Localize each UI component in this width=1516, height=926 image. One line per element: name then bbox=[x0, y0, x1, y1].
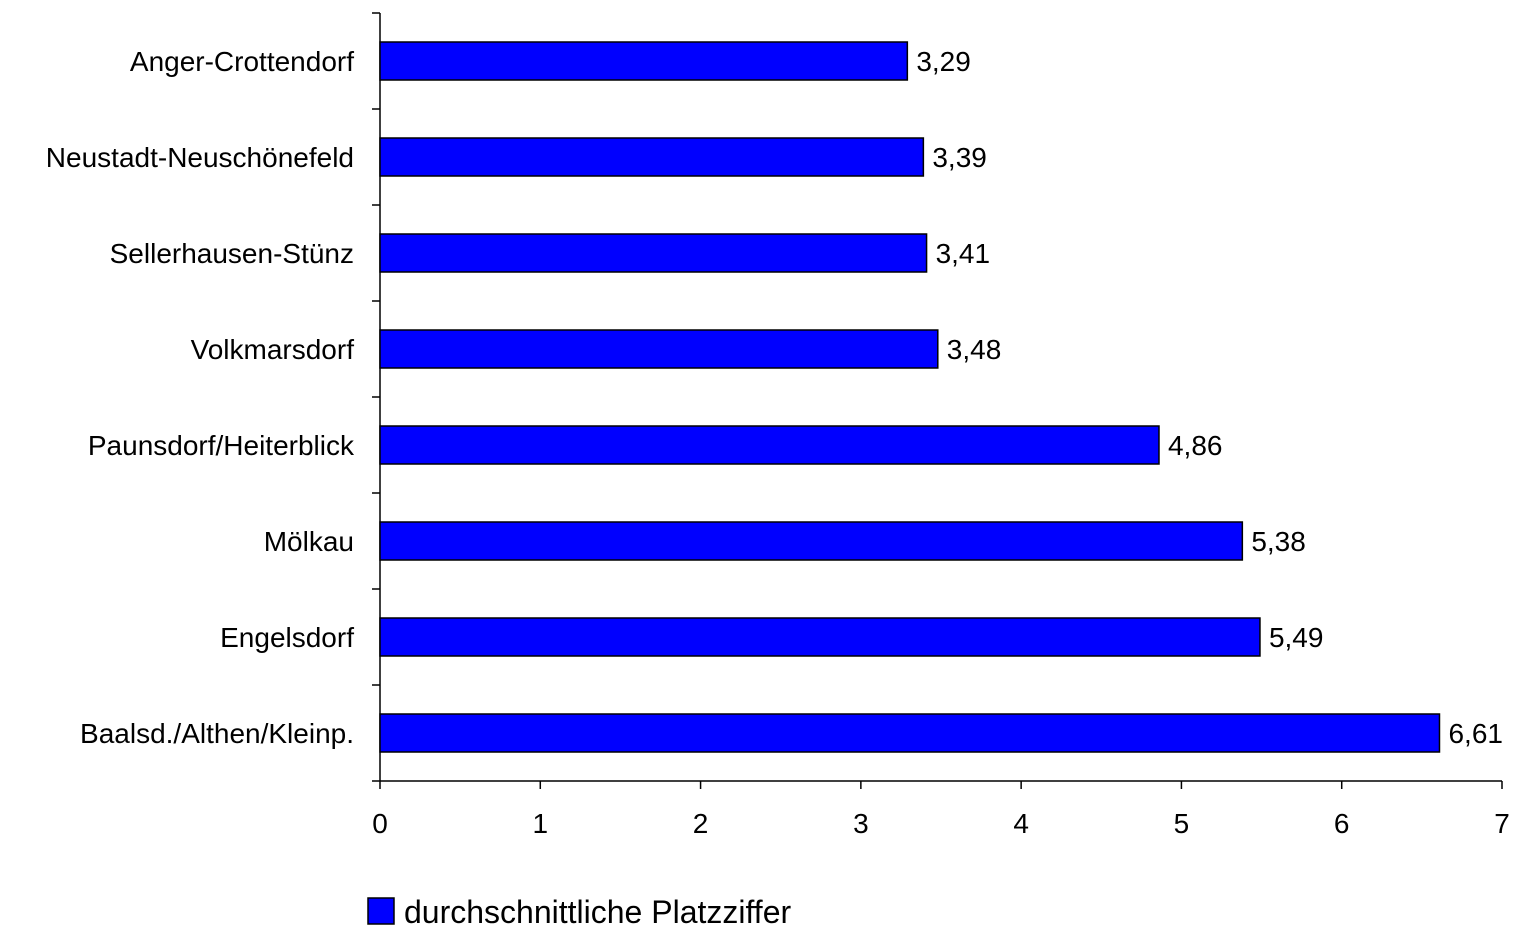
category-label: Sellerhausen-Stünz bbox=[110, 238, 354, 269]
value-label: 3,41 bbox=[936, 238, 991, 269]
x-tick-label: 7 bbox=[1494, 808, 1510, 839]
bar bbox=[379, 521, 1244, 561]
category-label: Paunsdorf/Heiterblick bbox=[88, 430, 355, 461]
category-label: Baalsd./Althen/Kleinp. bbox=[80, 718, 354, 749]
bar bbox=[379, 329, 939, 369]
value-labels: 3,29 3,39 3,41 3,48 4,86 5,38 5,49 6,61 bbox=[916, 46, 1503, 749]
category-label: Engelsdorf bbox=[220, 622, 354, 653]
x-tick-label: 3 bbox=[853, 808, 869, 839]
x-tick-labels: 0 1 2 3 4 5 6 7 bbox=[372, 808, 1510, 839]
x-tick-label: 6 bbox=[1334, 808, 1350, 839]
x-tick-label: 2 bbox=[693, 808, 709, 839]
legend-swatch bbox=[367, 897, 395, 925]
bar bbox=[379, 617, 1261, 657]
x-tick-label: 4 bbox=[1013, 808, 1029, 839]
category-label: Mölkau bbox=[264, 526, 354, 557]
axes bbox=[372, 12, 1503, 789]
category-label: Volkmarsdorf bbox=[191, 334, 355, 365]
category-label: Neustadt-Neuschönefeld bbox=[46, 142, 354, 173]
legend: durchschnittliche Platzziffer bbox=[367, 894, 791, 926]
value-label: 3,29 bbox=[916, 46, 971, 77]
x-tick-label: 1 bbox=[532, 808, 548, 839]
value-label: 3,39 bbox=[932, 142, 987, 173]
bar bbox=[379, 425, 1160, 465]
bars bbox=[379, 41, 1441, 753]
category-labels: Anger-Crottendorf Neustadt-Neuschönefeld S… bbox=[46, 46, 355, 749]
bar bbox=[379, 41, 909, 81]
legend-label: durchschnittliche Platzziffer bbox=[404, 894, 791, 926]
bar bbox=[379, 713, 1441, 753]
x-tick-label: 5 bbox=[1174, 808, 1190, 839]
value-label: 5,49 bbox=[1269, 622, 1324, 653]
x-tick-label: 0 bbox=[372, 808, 388, 839]
value-label: 5,38 bbox=[1251, 526, 1306, 557]
category-label: Anger-Crottendorf bbox=[130, 46, 354, 77]
value-label: 6,61 bbox=[1448, 718, 1503, 749]
value-label: 4,86 bbox=[1168, 430, 1223, 461]
bar bbox=[379, 137, 925, 177]
bar bbox=[379, 233, 928, 273]
value-label: 3,48 bbox=[947, 334, 1002, 365]
